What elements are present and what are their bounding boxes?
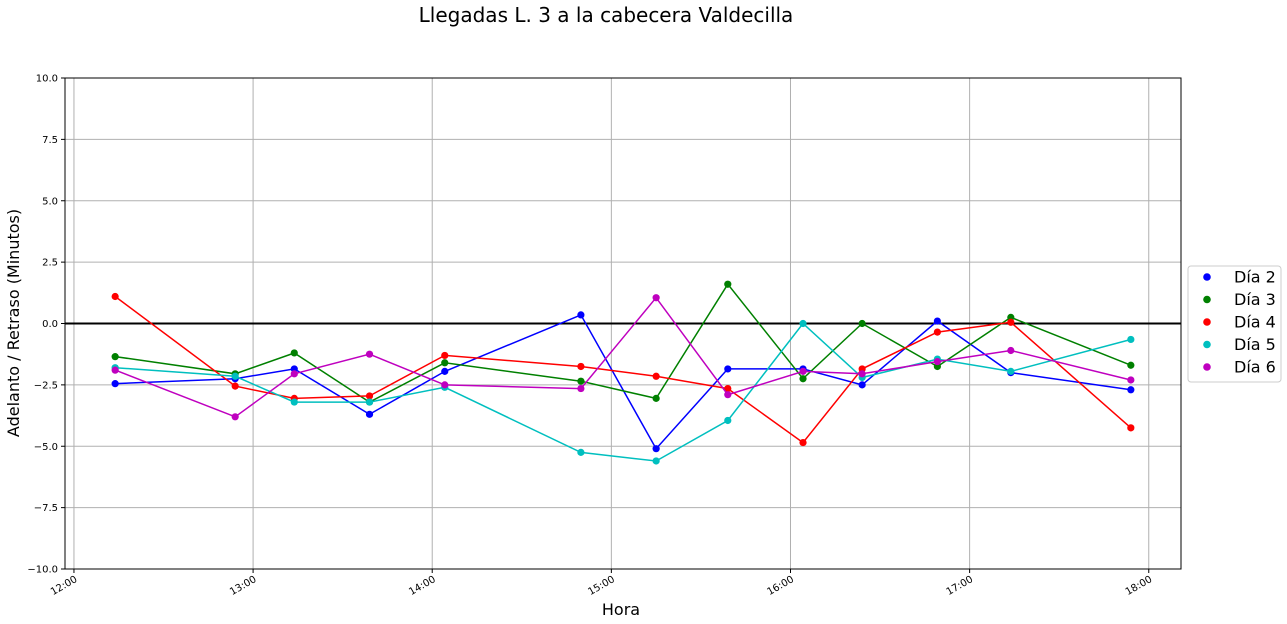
data-point bbox=[724, 384, 732, 393]
data-point bbox=[365, 392, 374, 400]
legend-item: Día 5 bbox=[1203, 335, 1276, 354]
data-point bbox=[724, 365, 732, 373]
data-point bbox=[799, 375, 807, 383]
legend-label: Día 3 bbox=[1234, 290, 1276, 309]
legend: Día 2 Día 3 Día 4 Día 5 Día 6 bbox=[1187, 265, 1282, 383]
data-point bbox=[1007, 318, 1015, 326]
x-tick-label: 13:00 bbox=[228, 574, 258, 598]
data-point bbox=[1127, 424, 1135, 432]
data-point bbox=[577, 362, 585, 371]
legend-marker bbox=[1203, 363, 1211, 371]
data-point bbox=[290, 349, 298, 357]
y-tick-label: −10.0 bbox=[27, 565, 58, 576]
y-tick-label: 2.5 bbox=[42, 258, 58, 269]
data-point bbox=[231, 372, 239, 380]
series-5 bbox=[111, 294, 1135, 421]
x-tick-label: 17:00 bbox=[945, 574, 975, 598]
data-point bbox=[365, 350, 374, 358]
y-tick-label: 5.0 bbox=[42, 196, 58, 207]
data-point bbox=[858, 319, 866, 328]
y-axis: 10.0 7.5 5.0 2.5 0.0 −2.5 −5.0 −7.5 −10.0 bbox=[27, 74, 65, 576]
data-point bbox=[724, 416, 732, 425]
data-point bbox=[1127, 376, 1135, 384]
data-point bbox=[724, 280, 732, 288]
data-point bbox=[577, 311, 585, 319]
data-point bbox=[799, 438, 807, 447]
data-point bbox=[652, 294, 660, 302]
legend-label: Día 5 bbox=[1234, 335, 1276, 354]
x-tick-label: 14:00 bbox=[407, 574, 437, 598]
data-point bbox=[441, 351, 449, 360]
y-tick-label: 0.0 bbox=[42, 319, 58, 330]
plot-area bbox=[64, 77, 1182, 570]
data-point bbox=[577, 377, 585, 385]
data-point bbox=[652, 445, 660, 453]
data-point bbox=[290, 370, 298, 378]
y-tick-label: 10.0 bbox=[36, 74, 58, 85]
data-point bbox=[1007, 346, 1015, 355]
data-point bbox=[111, 292, 119, 301]
data-point bbox=[365, 398, 374, 406]
data-point bbox=[858, 381, 866, 389]
data-point bbox=[577, 384, 585, 393]
legend-label: Día 4 bbox=[1234, 313, 1276, 332]
legend-marker bbox=[1203, 295, 1211, 304]
legend-label: Día 6 bbox=[1234, 358, 1276, 377]
data-point bbox=[111, 353, 119, 361]
data-point bbox=[231, 413, 239, 421]
data-point bbox=[441, 367, 449, 375]
legend-item: Día 6 bbox=[1203, 358, 1276, 377]
legend-item: Día 4 bbox=[1203, 313, 1276, 332]
x-axis: 12:00 13:00 14:00 15:00 16:00 17:00 18:00 bbox=[49, 569, 1154, 598]
y-tick-label: 7.5 bbox=[42, 135, 58, 146]
legend-marker bbox=[1203, 318, 1211, 326]
y-tick-label: −2.5 bbox=[34, 380, 58, 391]
data-point bbox=[652, 457, 660, 465]
x-tick-label: 18:00 bbox=[1124, 574, 1154, 598]
data-point bbox=[933, 317, 941, 325]
chart-title: Llegadas L. 3 a la cabecera Valdecilla bbox=[419, 3, 794, 27]
data-point bbox=[441, 359, 449, 367]
data-point bbox=[1127, 386, 1135, 394]
legend-marker bbox=[1203, 273, 1211, 281]
legend-marker bbox=[1203, 340, 1211, 349]
series-3 bbox=[111, 292, 1135, 447]
legend-label: Día 2 bbox=[1234, 268, 1276, 287]
data-point bbox=[111, 366, 119, 374]
y-axis-label: Adelanto / Retraso (Minutos) bbox=[4, 209, 23, 437]
data-point bbox=[799, 319, 807, 328]
data-point bbox=[799, 367, 807, 375]
legend-box bbox=[1187, 265, 1282, 383]
legend-item: Día 3 bbox=[1203, 290, 1276, 309]
data-point bbox=[652, 394, 660, 402]
x-axis-label: Hora bbox=[602, 600, 640, 619]
data-point bbox=[111, 380, 119, 388]
data-point bbox=[577, 448, 585, 456]
data-point bbox=[933, 357, 941, 366]
data-point bbox=[290, 398, 298, 406]
y-tick-label: −7.5 bbox=[34, 503, 58, 514]
x-tick-label: 15:00 bbox=[586, 574, 616, 598]
series-group bbox=[111, 280, 1135, 465]
x-tick-label: 12:00 bbox=[49, 574, 79, 598]
legend-item: Día 2 bbox=[1203, 268, 1276, 287]
y-tick-label: −5.0 bbox=[34, 442, 58, 453]
data-point bbox=[441, 381, 449, 389]
data-point bbox=[724, 391, 732, 399]
data-point bbox=[365, 410, 374, 418]
x-tick-label: 16:00 bbox=[766, 574, 796, 598]
data-point bbox=[858, 370, 866, 378]
data-point bbox=[933, 328, 941, 336]
data-point bbox=[231, 382, 239, 390]
data-point bbox=[1127, 335, 1135, 344]
data-point bbox=[1127, 361, 1135, 369]
data-point bbox=[1007, 367, 1015, 375]
data-point bbox=[652, 372, 660, 380]
